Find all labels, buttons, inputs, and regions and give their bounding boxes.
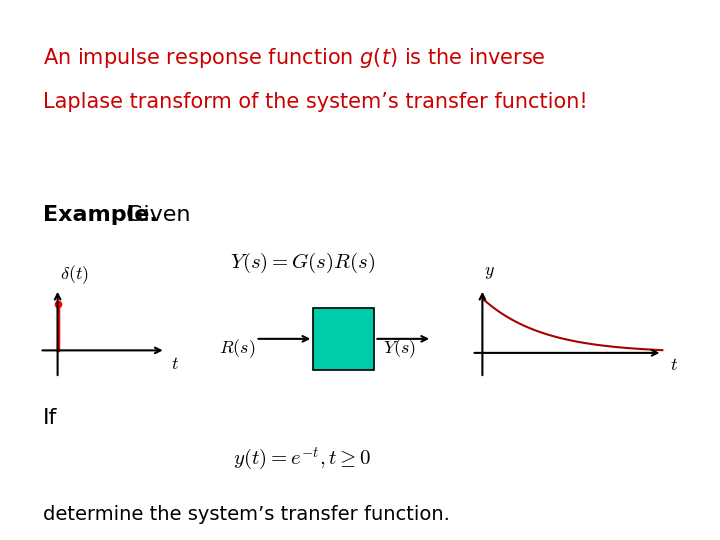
Text: $y$: $y$ bbox=[484, 263, 495, 281]
Text: Laplase transform of the system’s transfer function!: Laplase transform of the system’s transf… bbox=[43, 92, 588, 112]
Text: determine the system’s transfer function.: determine the system’s transfer function… bbox=[43, 505, 450, 524]
Text: Example.: Example. bbox=[43, 205, 158, 225]
Text: $y(t) = e^{-t}, t \geq 0$: $y(t) = e^{-t}, t \geq 0$ bbox=[233, 446, 372, 472]
Text: $t$: $t$ bbox=[670, 355, 678, 374]
Text: If: If bbox=[43, 408, 58, 428]
Text: Given: Given bbox=[119, 205, 190, 225]
Text: $t$: $t$ bbox=[171, 355, 179, 373]
Text: $\!\delta(t)$: $\!\delta(t)$ bbox=[61, 264, 89, 286]
Text: $R(s)$: $R(s)$ bbox=[220, 337, 256, 360]
Text: $Y(s) = G(s)R(s)$: $Y(s) = G(s)R(s)$ bbox=[230, 251, 375, 275]
Bar bbox=[313, 308, 374, 370]
Text: An impulse response function $g(t)$ is the inverse: An impulse response function $g(t)$ is t… bbox=[43, 46, 546, 70]
Text: $Y(s)$: $Y(s)$ bbox=[383, 337, 416, 360]
